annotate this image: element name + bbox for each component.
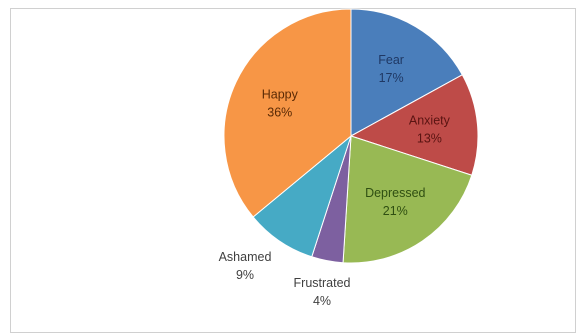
slice-category-label-frustrated: Frustrated: [294, 276, 351, 290]
slice-category-label-fear: Fear: [378, 53, 404, 67]
slice-percent-label-ashamed: 9%: [236, 268, 254, 282]
slice-category-label-anxiety: Anxiety: [409, 114, 451, 128]
pie-slice-happy: [223, 8, 352, 218]
slice-percent-label-happy: 36%: [267, 106, 292, 120]
pie-slice-depressed: [342, 135, 473, 264]
slice-percent-label-anxiety: 13%: [417, 132, 442, 146]
slice-percent-label-fear: 17%: [379, 71, 404, 85]
pie-labels: Fear 17% Anxiety 13% Depressed 21% Frustrated 4…: [219, 53, 451, 308]
slice-percent-label-depressed: 21%: [383, 204, 408, 218]
slice-category-label-ashamed: Ashamed: [219, 250, 272, 264]
pie-slice-anxiety: [349, 74, 479, 176]
slice-category-label-happy: Happy: [262, 88, 299, 102]
slice-category-label-depressed: Depressed: [365, 186, 425, 200]
slice-percent-label-frustrated: 4%: [313, 294, 331, 308]
pie-slices: [223, 8, 479, 264]
pie-slice-fear: [350, 8, 463, 137]
